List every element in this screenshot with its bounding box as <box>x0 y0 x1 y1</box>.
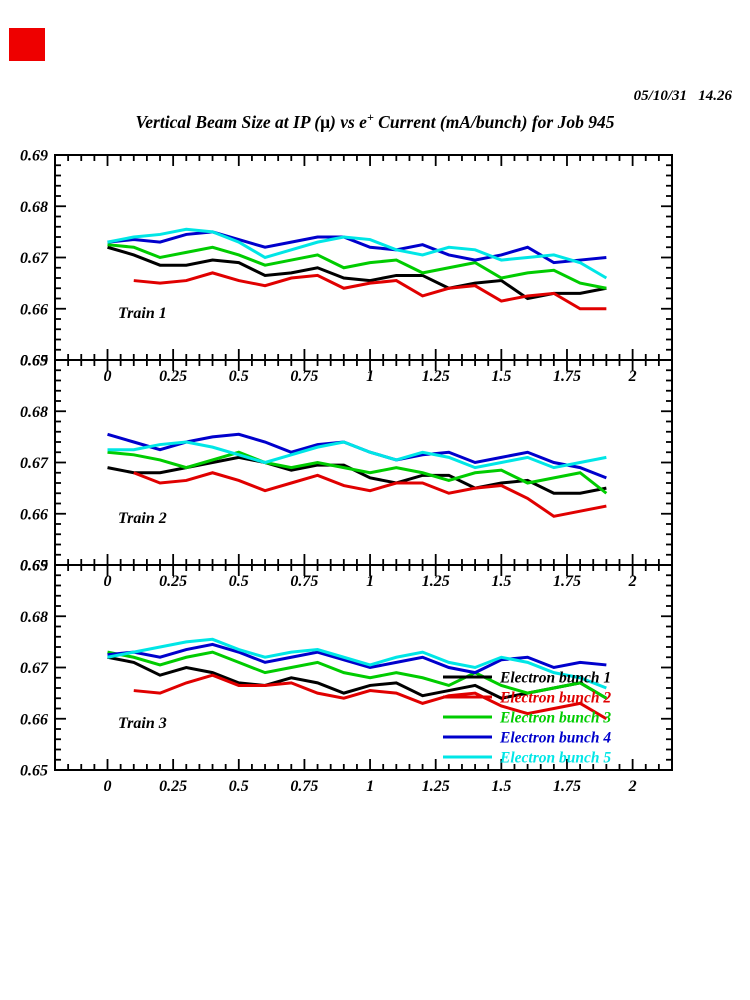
y-tick-label: 0.68 <box>20 404 48 421</box>
series-line-bunch-3 <box>107 243 607 290</box>
legend-label: Electron bunch 4 <box>499 730 611 747</box>
x-tick-label: 0.25 <box>159 368 187 385</box>
x-tick-label: 1.25 <box>422 778 450 795</box>
x-tick-label: 0.75 <box>290 778 318 795</box>
y-tick-label: 0.66 <box>20 301 48 318</box>
train-label: Train 1 <box>118 305 167 322</box>
panel-1: 0.69 0.68 0.67 0.66 0.65 Train 1 <box>20 148 673 370</box>
title-sup-plus: + <box>366 110 374 124</box>
red-corner-marker <box>9 28 45 61</box>
y-tick-label: 0.66 <box>20 711 48 728</box>
x-tick-label: 0.5 <box>229 573 249 590</box>
series-line-bunch-3 <box>107 650 608 700</box>
y-tick-label: 0.68 <box>20 199 48 216</box>
series-line-bunch-2 <box>133 271 607 311</box>
series-line-bunch-2 <box>133 673 608 721</box>
y-tick-label: 0.65 <box>20 558 48 575</box>
x-tick-label: 1 <box>366 778 374 795</box>
train-label: Train 3 <box>118 715 167 732</box>
x-tick-label: 1.75 <box>553 573 581 590</box>
legend: Electron bunch 1 Electron bunch 2 Electron… <box>443 670 611 767</box>
x-tick-label: 1.25 <box>422 368 450 385</box>
x-tick-label: 0 <box>104 778 112 795</box>
series-line-bunch-5 <box>107 227 608 280</box>
title-mid: ) vs e <box>330 111 367 132</box>
x-tick-label: 0 <box>104 368 112 385</box>
x-tick-label: 0 <box>104 573 112 590</box>
datestamp: 05/10/31 14.26 <box>633 88 732 104</box>
x-tick-label: 1.75 <box>553 778 581 795</box>
x-tick-label: 1.75 <box>553 368 581 385</box>
x-tick-label: 0.75 <box>290 573 318 590</box>
legend-label: Electron bunch 3 <box>499 710 611 727</box>
y-tick-label: 0.65 <box>20 353 48 370</box>
mu-symbol: μ <box>320 111 331 132</box>
series-line-bunch-4 <box>107 230 607 265</box>
x-tick-label: 0.5 <box>229 368 249 385</box>
x-tick-label: 1.5 <box>491 778 511 795</box>
x-tick-label: 0.25 <box>159 573 187 590</box>
series-line-bunch-3 <box>107 450 608 495</box>
y-tick-label: 0.69 <box>20 558 48 575</box>
panel-frame <box>54 154 673 361</box>
x-tick-label: 0.75 <box>290 368 318 385</box>
series-line-bunch-5 <box>107 440 607 470</box>
y-tick-label: 0.65 <box>20 763 48 780</box>
series-line-bunch-5 <box>107 637 607 690</box>
legend-label: Electron bunch 5 <box>499 750 611 767</box>
x-tick-label: 0.25 <box>159 778 187 795</box>
legend-label: Electron bunch 2 <box>499 690 611 707</box>
x-tick-label: 1 <box>366 368 374 385</box>
series-line-bunch-1 <box>107 655 608 700</box>
x-tick-label: 0.5 <box>229 778 249 795</box>
x-tick-label: 2 <box>628 778 637 795</box>
series-line-bunch-4 <box>107 642 607 675</box>
y-tick-label: 0.69 <box>20 353 48 370</box>
legend-label: Electron bunch 1 <box>499 670 611 687</box>
title-suffix: Current (mA/bunch) for Job 945 <box>373 111 615 132</box>
y-tick-label: 0.67 <box>20 455 49 472</box>
series-line-bunch-2 <box>133 471 607 518</box>
x-tick-label: 1.5 <box>491 368 511 385</box>
x-tick-label: 2 <box>628 368 637 385</box>
y-tick-label: 0.68 <box>20 609 48 626</box>
chart-title: Vertical Beam Size at IP (μ) vs e+ Curre… <box>0 110 750 133</box>
x-tick-label: 1 <box>366 573 374 590</box>
x-tick-label: 1.5 <box>491 573 511 590</box>
x-tick-label: 1.25 <box>422 573 450 590</box>
panel-2: 0.69 0.68 0.67 0.66 0.65 0 0.25 0.5 0.75 1 1.25 1.5… <box>20 353 673 575</box>
x-tick-label: 2 <box>628 573 637 590</box>
title-prefix: Vertical Beam Size at IP ( <box>135 111 321 132</box>
y-tick-label: 0.67 <box>20 660 49 677</box>
y-tick-label: 0.69 <box>20 148 48 165</box>
panel-3: 0.69 0.68 0.67 0.66 0.65 0 0.25 0.5 0.75 1 1.25 1.5… <box>20 558 673 795</box>
train-label: Train 2 <box>118 510 167 527</box>
y-tick-label: 0.67 <box>20 250 49 267</box>
y-tick-label: 0.66 <box>20 506 48 523</box>
